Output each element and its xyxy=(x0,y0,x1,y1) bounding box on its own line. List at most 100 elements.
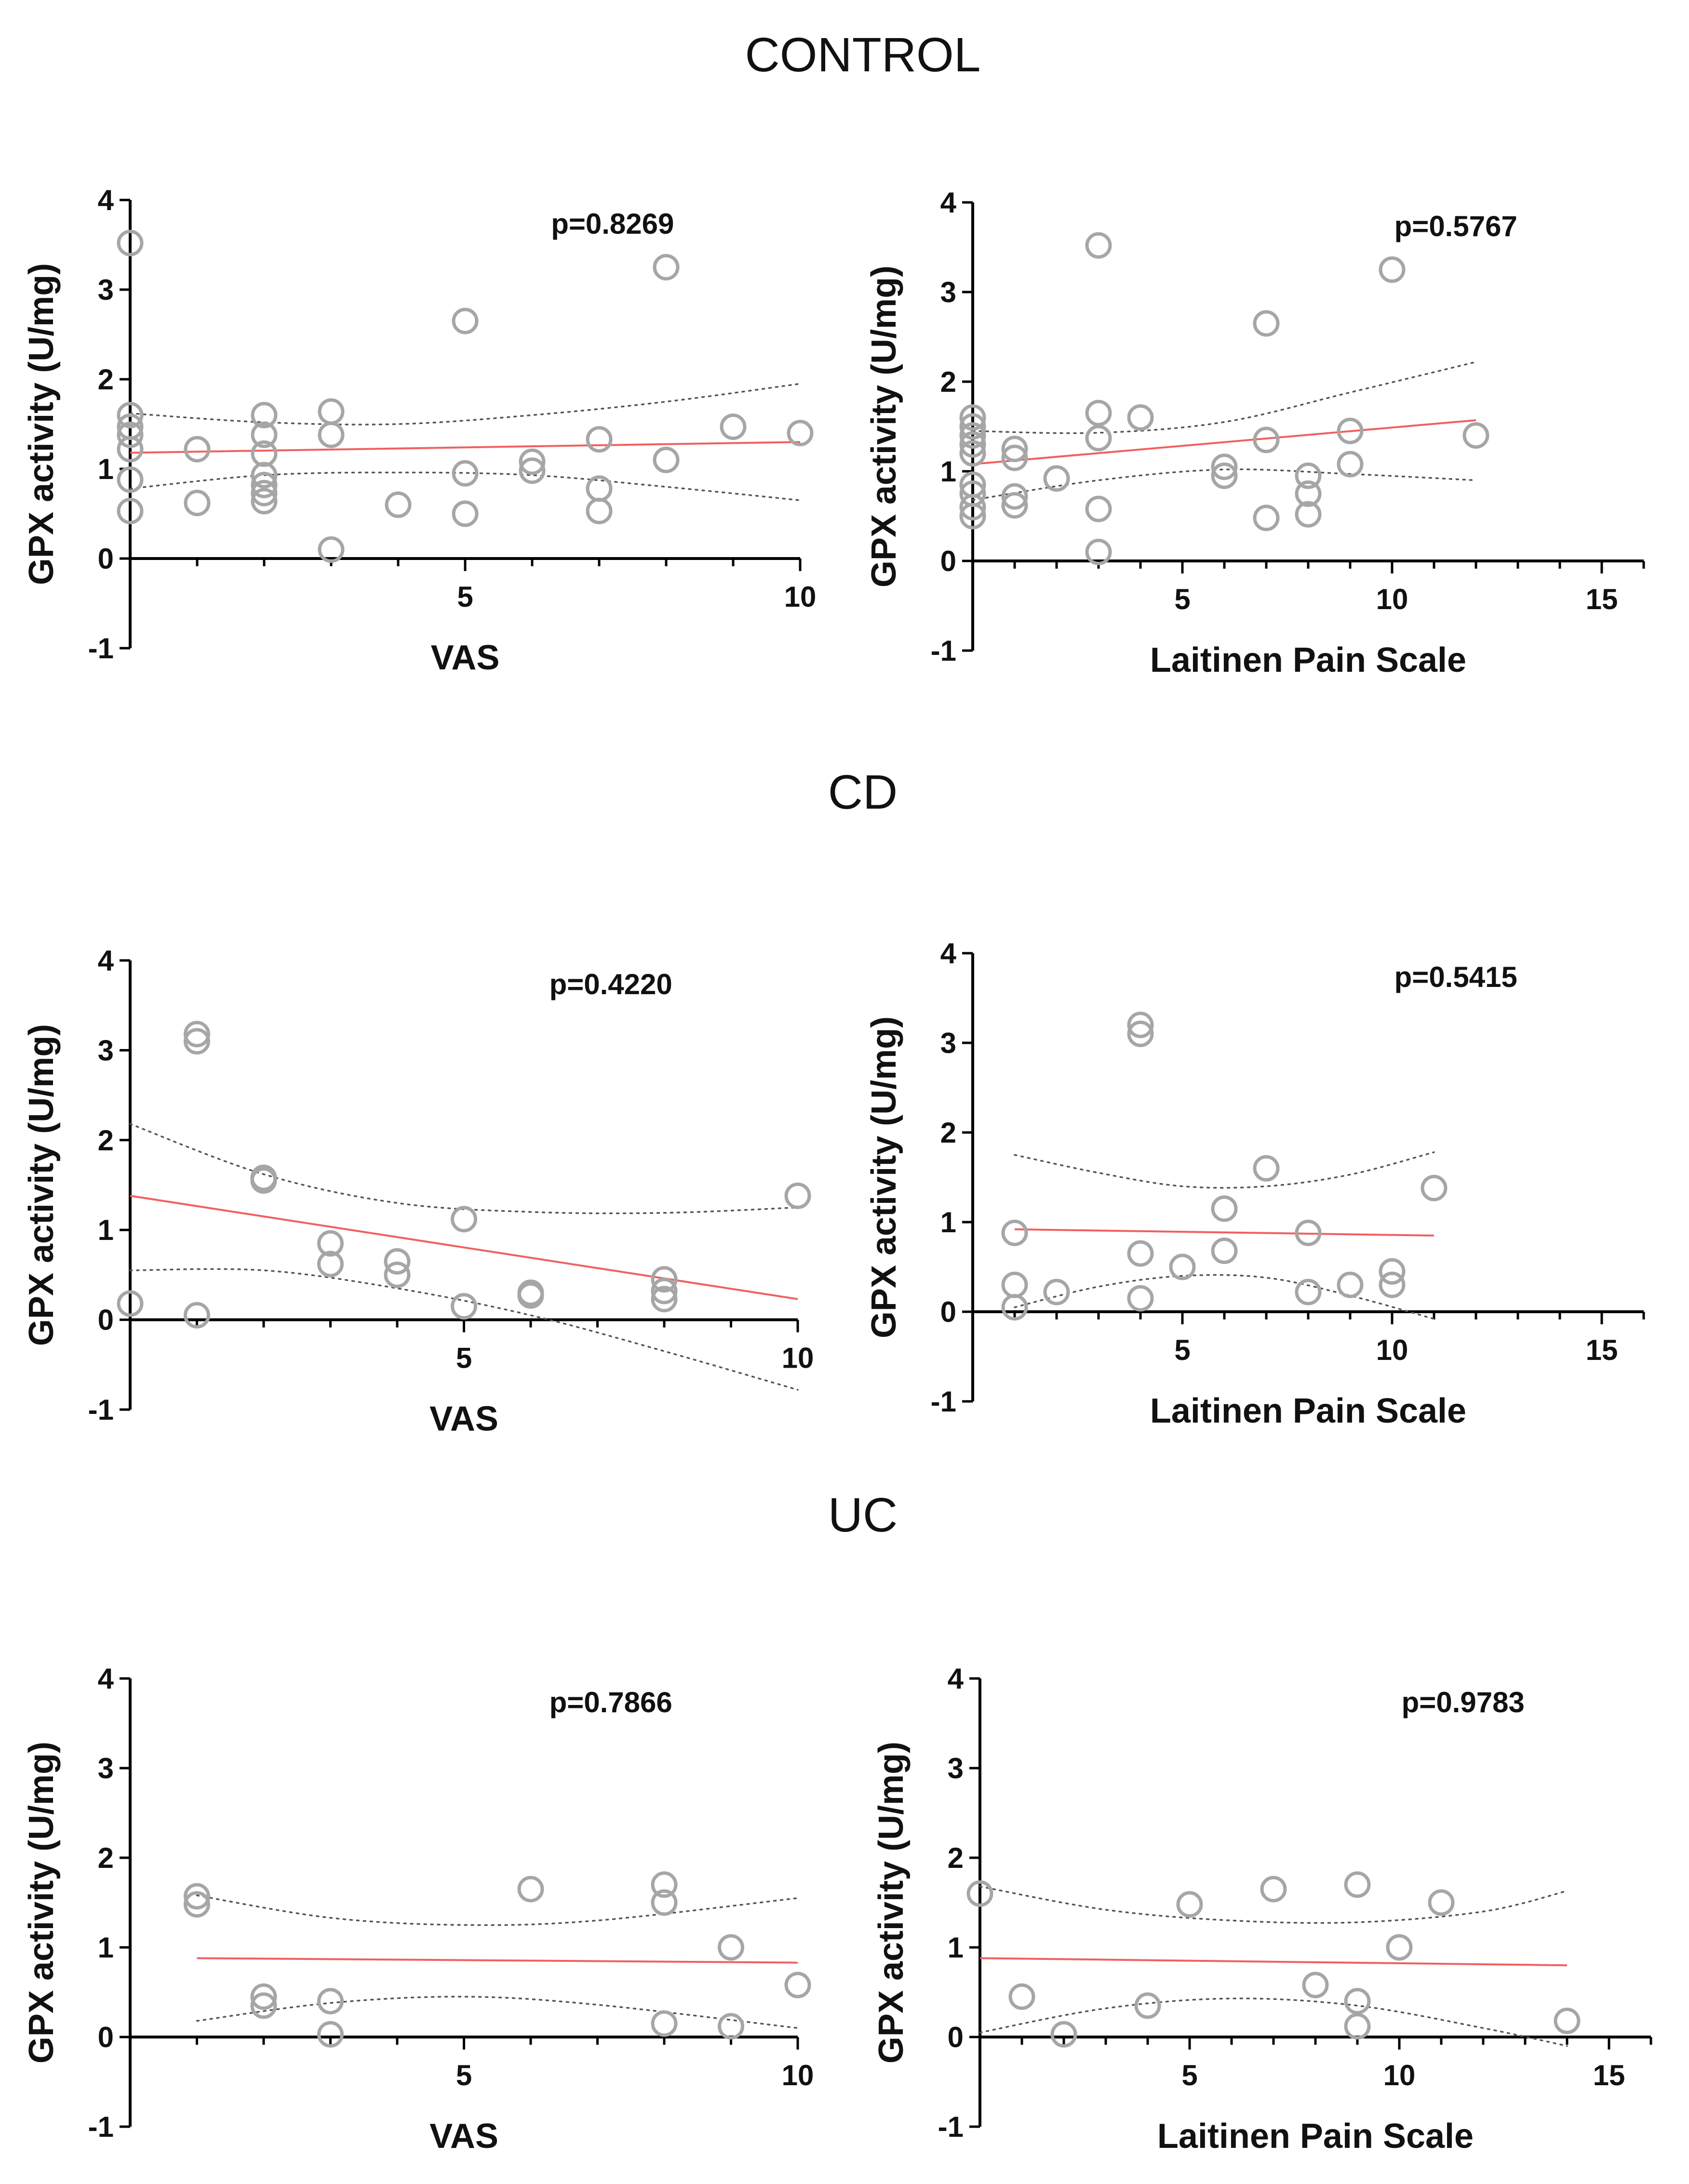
chart-3-y-axis-label: GPX activity (U/mg) xyxy=(22,1024,61,1346)
chart-2-data-point xyxy=(1043,465,1070,492)
chart-4-data-point xyxy=(1001,1271,1028,1298)
chart-5-y-tick-label: 3 xyxy=(98,1752,114,1784)
chart-4-y-tick-label: 1 xyxy=(940,1206,956,1238)
chart-4-ci-lower xyxy=(1014,1274,1435,1320)
chart-2-data-point xyxy=(959,431,986,458)
chart-4-x-tick-label: 15 xyxy=(1586,1334,1618,1366)
chart-2-x-axis-label: Laitinen Pain Scale xyxy=(1150,641,1466,679)
chart-4-data-point xyxy=(1043,1278,1070,1305)
chart-1-x-tick-label: 5 xyxy=(457,581,473,613)
chart-2-ci-upper xyxy=(972,361,1477,434)
chart-5-regression-line xyxy=(197,1957,798,1964)
chart-2-regression-line xyxy=(972,419,1476,466)
chart-4-y-tick-label: 4 xyxy=(940,937,957,970)
chart-6-data-point xyxy=(1386,1934,1413,1961)
chart-2-data-point xyxy=(1085,495,1112,522)
chart-6-data-point xyxy=(1302,1971,1329,1998)
chart-3-data-point xyxy=(784,1182,811,1209)
chart-1-data-point xyxy=(452,460,479,487)
chart-2-y-tick-label: -1 xyxy=(931,635,956,667)
chart-1-data-point xyxy=(787,420,814,447)
chart-1-data-point xyxy=(184,436,211,463)
chart-3-x-axis-label: VAS xyxy=(429,1400,498,1438)
chart-3-data-point xyxy=(117,1290,144,1317)
chart-2-x-tick-label: 15 xyxy=(1586,583,1618,615)
chart-1-data-point xyxy=(720,413,747,440)
chart-1-data-point xyxy=(251,462,278,489)
chart-2-data-point xyxy=(1337,417,1364,444)
chart-1-regression-line xyxy=(130,441,801,454)
chart-3-data-point xyxy=(651,1278,678,1305)
chart-4-data-point xyxy=(1001,1219,1028,1246)
chart-3-data-point xyxy=(184,1021,210,1048)
chart-2-data-point xyxy=(1085,538,1112,565)
chart-3-ci-upper xyxy=(129,1123,799,1214)
chart-5-data-point xyxy=(651,1889,678,1916)
chart-2-data-point xyxy=(1001,444,1028,471)
chart-1-data-point xyxy=(519,457,546,484)
chart-6-ci-upper xyxy=(979,1885,1568,1924)
chart-2-data-point xyxy=(1462,422,1489,449)
chart-2-data-point xyxy=(1211,462,1238,489)
chart-3-data-point xyxy=(184,1028,210,1055)
chart-2-x-tick-label: 5 xyxy=(1174,583,1190,615)
chart-4-y-tick-label: 3 xyxy=(940,1027,956,1059)
chart-1-x-axis-label: VAS xyxy=(431,639,500,677)
chart-2-data-point xyxy=(1085,425,1112,452)
chart-2-data-point xyxy=(1085,232,1112,259)
chart-3-y-tick-label: 2 xyxy=(98,1124,114,1157)
chart-6-x-tick-label: 5 xyxy=(1181,2059,1197,2091)
chart-5-p-value: p=0.7866 xyxy=(550,1686,672,1718)
chart-4-data-point xyxy=(1421,1174,1448,1201)
chart-1-data-point xyxy=(519,448,546,475)
chart-4-data-point xyxy=(1127,1020,1154,1047)
chart-1-data-point xyxy=(117,466,144,493)
chart-2-data-point xyxy=(1379,256,1406,283)
chart-1-data-point xyxy=(117,497,144,524)
chart-6: -1 0 1 2 3 4 5 10 15 Laitinen Pain Scale GPX activ… xyxy=(872,1663,1652,2156)
chart-4-data-point xyxy=(1127,1240,1154,1267)
chart-5-x-tick-label: 10 xyxy=(782,2059,814,2091)
chart-3-data-point xyxy=(384,1261,411,1288)
chart-5-y-axis-label: GPX activity (U/mg) xyxy=(22,1742,61,2064)
chart-6-data-point xyxy=(1344,2013,1371,2040)
chart-5-y-tick-label: -1 xyxy=(88,2111,114,2143)
chart-1-data-point xyxy=(251,401,278,428)
chart-3-data-point xyxy=(317,1251,344,1278)
chart-1-data-point xyxy=(251,471,278,498)
section-title-uc: UC xyxy=(828,1488,898,1542)
chart-6-data-point xyxy=(1554,2008,1581,2035)
chart-1-data-point xyxy=(117,436,144,463)
chart-1-data-point xyxy=(653,446,680,473)
chart-1-data-point xyxy=(318,536,345,563)
chart-1-y-axis-label: GPX activity (U/mg) xyxy=(22,263,61,585)
chart-1-data-point xyxy=(251,488,278,515)
chart-3-y-tick-label: 3 xyxy=(98,1034,114,1066)
chart-6-data-point xyxy=(1008,1983,1035,2010)
chart-4-x-tick-label: 5 xyxy=(1174,1334,1190,1366)
chart-6-y-axis-label: GPX activity (U/mg) xyxy=(872,1742,911,2064)
chart-5-x-axis-label: VAS xyxy=(429,2117,498,2156)
chart-3-ci-lower xyxy=(129,1268,799,1391)
chart-5-data-point xyxy=(718,2013,744,2040)
chart-4-data-point xyxy=(1211,1195,1238,1222)
chart-4-data-point xyxy=(1127,1012,1154,1039)
chart-2-data-point xyxy=(1001,483,1028,510)
chart-1-data-point xyxy=(452,307,479,334)
chart-1-data-point xyxy=(184,490,211,517)
chart-2-data-point xyxy=(1127,404,1154,431)
chart-1-data-point xyxy=(385,491,412,518)
chart-1-data-point xyxy=(586,475,613,502)
chart-5-data-point xyxy=(250,1983,277,2010)
chart-2-data-point xyxy=(1001,492,1028,519)
chart-4-data-point xyxy=(1211,1238,1238,1265)
chart-5-data-point xyxy=(184,1891,210,1918)
chart-5-data-point xyxy=(184,1883,210,1910)
chart-6-x-tick-label: 15 xyxy=(1593,2059,1625,2091)
chart-5-data-point xyxy=(718,1934,744,1961)
chart-1-data-point xyxy=(586,497,613,524)
chart-4-data-point xyxy=(1337,1271,1364,1298)
chart-2-y-axis-label: GPX activity (U/mg) xyxy=(865,266,903,587)
chart-2-ci-lower xyxy=(972,468,1477,501)
chart-6-p-value: p=0.9783 xyxy=(1402,1686,1525,1718)
